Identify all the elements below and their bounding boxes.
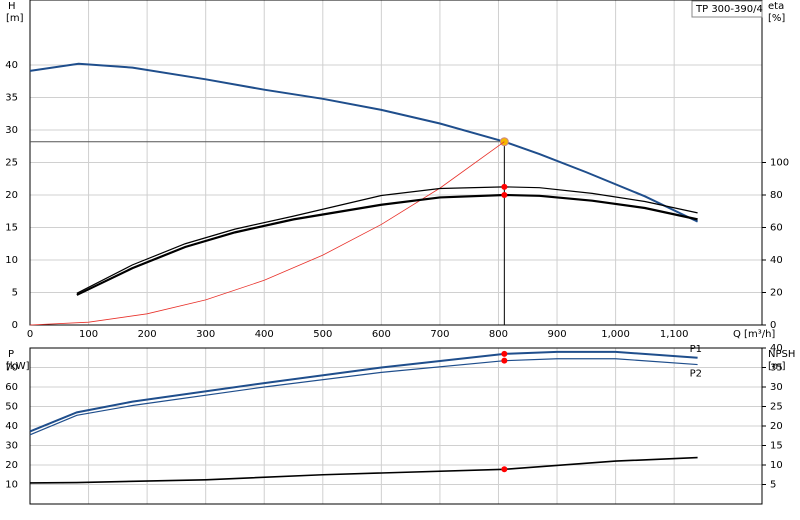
y2-tick-label: 10 bbox=[770, 460, 783, 471]
y2-axis-label: eta bbox=[768, 1, 784, 12]
x-tick-label: 800 bbox=[489, 329, 508, 340]
y2-axis-unit: [m] bbox=[768, 361, 786, 372]
y-tick-label: 5 bbox=[12, 288, 18, 299]
x-tick-label: 500 bbox=[313, 329, 332, 340]
curve bbox=[29, 456, 698, 484]
y2-tick-label: 0 bbox=[770, 320, 776, 331]
y-tick-label: 60 bbox=[5, 382, 18, 393]
curve bbox=[29, 358, 698, 436]
y-axis-unit: [kW] bbox=[6, 361, 30, 372]
y-tick-label: 70 bbox=[5, 363, 18, 374]
plot-frame bbox=[29, 347, 763, 505]
curve bbox=[29, 62, 699, 223]
series-label: P1 bbox=[690, 344, 702, 355]
y2-axis-label: NPSH bbox=[768, 349, 795, 360]
x-tick-label: 900 bbox=[547, 329, 566, 340]
y-tick-label: 10 bbox=[5, 255, 18, 266]
duty-point bbox=[501, 183, 508, 190]
x-tick-label: 200 bbox=[138, 329, 157, 340]
y2-tick-label: 40 bbox=[770, 343, 783, 354]
y-axis-label: H bbox=[8, 1, 16, 12]
duty-point bbox=[501, 357, 508, 364]
y2-tick-label: 35 bbox=[770, 363, 783, 374]
y2-tick-label: 20 bbox=[770, 421, 783, 432]
x-tick-label: 600 bbox=[372, 329, 391, 340]
y2-tick-label: 15 bbox=[770, 441, 783, 452]
curve bbox=[29, 350, 698, 433]
x-tick-label: 1,000 bbox=[601, 329, 630, 340]
model-label: TP 300-390/4 bbox=[695, 4, 763, 15]
duty-point bbox=[501, 192, 508, 198]
y-tick-label: 40 bbox=[5, 60, 18, 71]
y-tick-label: 25 bbox=[5, 158, 18, 169]
curve bbox=[76, 193, 698, 296]
y-tick-label: 10 bbox=[5, 480, 18, 491]
y-tick-label: 50 bbox=[5, 402, 18, 413]
model-box bbox=[691, 0, 763, 18]
y-tick-label: 30 bbox=[5, 125, 18, 136]
y2-tick-label: 100 bbox=[770, 158, 789, 169]
x-tick-label: 400 bbox=[255, 329, 274, 340]
series-label: P2 bbox=[690, 369, 702, 380]
duty-point bbox=[501, 350, 508, 357]
y-axis-label: P bbox=[8, 349, 14, 360]
y-tick-label: 20 bbox=[5, 460, 18, 471]
x-tick-label: 100 bbox=[79, 329, 98, 340]
y2-tick-label: 25 bbox=[770, 402, 783, 413]
y-tick-label: 0 bbox=[12, 320, 18, 331]
x-axis-label: Q [m³/h] bbox=[733, 329, 775, 340]
y2-tick-label: 40 bbox=[770, 255, 783, 266]
y-tick-label: 20 bbox=[5, 190, 18, 201]
y-tick-label: 15 bbox=[5, 223, 18, 234]
y2-tick-label: 5 bbox=[770, 480, 776, 491]
x-tick-label: 700 bbox=[430, 329, 449, 340]
y-axis-unit: [m] bbox=[6, 13, 24, 24]
plot-frame bbox=[29, 0, 763, 326]
y-tick-label: 40 bbox=[5, 421, 18, 432]
x-tick-label: 300 bbox=[196, 329, 215, 340]
y2-tick-label: 20 bbox=[770, 288, 783, 299]
curve bbox=[29, 141, 505, 326]
y-tick-label: 35 bbox=[5, 93, 18, 104]
duty-point bbox=[501, 466, 508, 473]
x-tick-label: 0 bbox=[27, 329, 33, 340]
x-tick-label: 1,100 bbox=[660, 329, 689, 340]
y2-tick-label: 80 bbox=[770, 190, 783, 201]
curve bbox=[76, 186, 698, 294]
y2-axis-unit: [%] bbox=[768, 13, 785, 24]
y-tick-label: 30 bbox=[5, 441, 18, 452]
y2-tick-label: 30 bbox=[770, 382, 783, 393]
y2-tick-label: 60 bbox=[770, 223, 783, 234]
